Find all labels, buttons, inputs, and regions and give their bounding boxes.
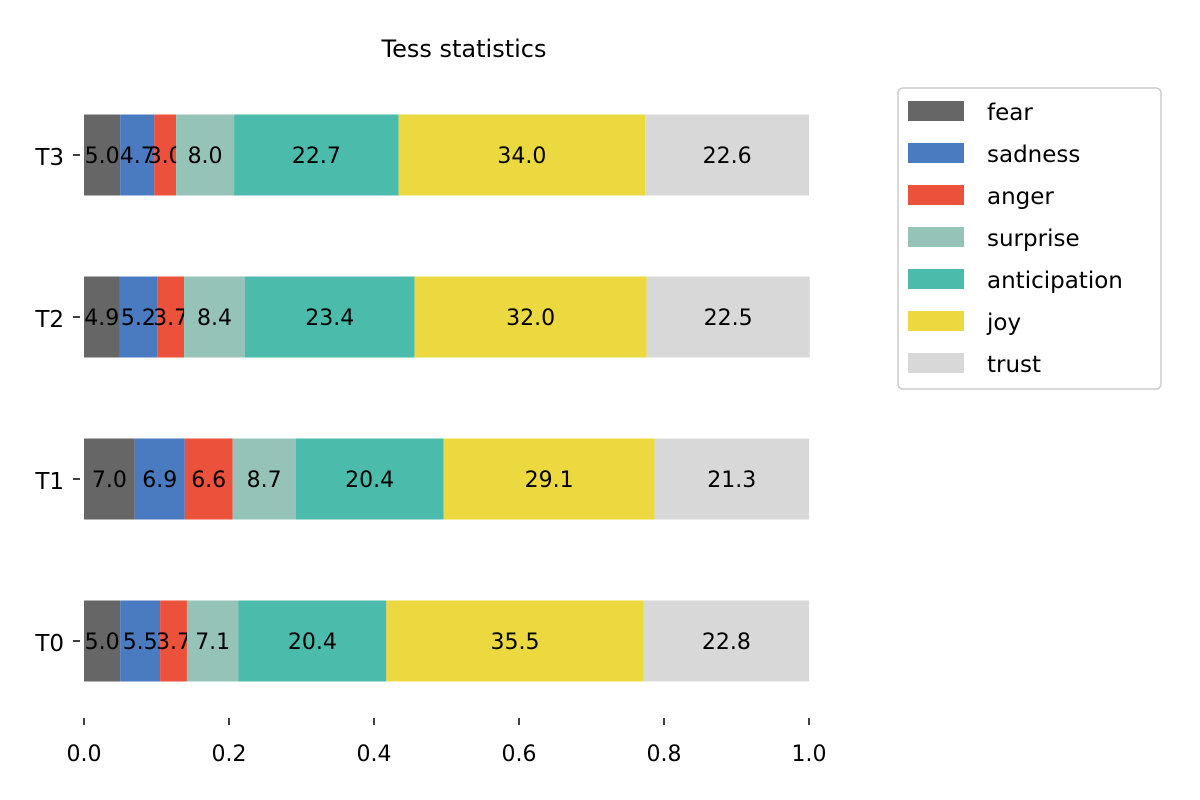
bar-T2-fear: [84, 276, 120, 358]
bar-T0-anger: [160, 600, 187, 682]
bar-label: 22.7: [292, 144, 341, 169]
legend-label-fear: fear: [987, 100, 1033, 126]
bar-T2-trust: [646, 276, 810, 358]
legend-label-joy: joy: [986, 310, 1021, 336]
y-tick-label: T2: [34, 307, 64, 333]
x-tick-label: 0.0: [67, 742, 102, 767]
bar-label: 35.5: [491, 630, 540, 655]
bar-label: 5.0: [85, 630, 120, 655]
bar-label: 7.0: [92, 468, 127, 493]
bar-label: 21.3: [707, 468, 756, 493]
bar-label: 7.1: [195, 630, 230, 655]
bar-T0-fear: [84, 600, 121, 682]
bar-label: 3.7: [153, 306, 188, 331]
bar-T0-surprise: [186, 600, 239, 682]
bar-T2-sadness: [119, 276, 158, 358]
bar-T3-anger: [154, 114, 177, 196]
bar-T1-surprise: [232, 438, 296, 520]
bar-T3-trust: [645, 114, 809, 196]
bar-label: 34.0: [497, 144, 546, 169]
legend-swatch-anticipation: [908, 269, 964, 289]
legend-swatch-trust: [908, 353, 964, 373]
legend-label-trust: trust: [987, 352, 1041, 378]
bar-T3-surprise: [176, 114, 235, 196]
bar-label: 3.7: [156, 630, 191, 655]
x-tick-label: 0.8: [647, 742, 682, 767]
x-axis: 0.0 0.2 0.4 0.6 0.8 1.0: [67, 718, 827, 767]
bar-label: 20.4: [288, 630, 337, 655]
bar-T0-anticipation: [238, 600, 387, 682]
bar-T1-anticipation: [295, 438, 444, 520]
x-tick-label: 0.6: [502, 742, 537, 767]
bar-T1-trust: [654, 438, 809, 520]
y-tick-label: T1: [34, 469, 64, 495]
bar-T1-sadness: [134, 438, 185, 520]
bar-label: 32.0: [506, 306, 555, 331]
bar-label: 8.0: [188, 144, 223, 169]
y-tick-label: T3: [34, 145, 64, 171]
bar-label: 8.4: [197, 306, 232, 331]
bar-label: 5.5: [123, 630, 158, 655]
bar-T2-anger: [157, 276, 185, 358]
bar-T0-trust: [643, 600, 809, 682]
bar-T0-joy: [386, 600, 644, 682]
bar-label: 8.7: [247, 468, 282, 493]
legend-swatch-anger: [908, 185, 964, 205]
bar-T2-joy: [414, 276, 647, 358]
chart-title: Tess statistics: [381, 35, 547, 63]
legend-label-sadness: sadness: [987, 142, 1080, 168]
legend-label-surprise: surprise: [987, 226, 1080, 252]
x-tick-label: 0.4: [357, 742, 392, 767]
bar-label: 4.7: [120, 144, 155, 169]
bar-T1-joy: [443, 438, 655, 520]
bar-label: 22.6: [703, 144, 752, 169]
bar-T3-fear: [84, 114, 121, 196]
legend-swatch-fear: [908, 101, 964, 121]
bar-label: 22.8: [702, 630, 751, 655]
y-tick-label: T0: [34, 631, 64, 657]
bar-label: 20.4: [345, 468, 394, 493]
bar-label: 6.9: [142, 468, 177, 493]
legend: fear sadness anger surprise anticipation joy t…: [897, 87, 1162, 390]
bar-T3-joy: [398, 114, 646, 196]
legend-label-anger: anger: [987, 184, 1054, 210]
bar-area: 5.0 5.53.7 7.1 20.4 35.5 22.87.0 6.9 6.6 8.7 20.4…: [84, 114, 810, 682]
bar-label: 5.2: [121, 306, 156, 331]
bar-T3-anticipation: [234, 114, 399, 196]
bar-label: 29.1: [525, 468, 574, 493]
bar-T2-anticipation: [244, 276, 415, 358]
legend-swatch-surprise: [908, 227, 964, 247]
y-axis: T0 T1 T2 T3: [34, 145, 80, 657]
x-tick-label: 0.2: [212, 742, 247, 767]
bar-T0-sadness: [120, 600, 161, 682]
legend-swatch-joy: [908, 311, 964, 331]
bar-T1-anger: [184, 438, 233, 520]
bar-label: 22.5: [704, 306, 753, 331]
bar-label: 4.9: [84, 306, 119, 331]
bar-label: 5.0: [85, 144, 120, 169]
bar-label: 23.4: [305, 306, 354, 331]
bar-T3-sadness: [120, 114, 155, 196]
bar-T1-fear: [84, 438, 135, 520]
legend-label-anticipation: anticipation: [987, 268, 1123, 294]
bar-T2-surprise: [184, 276, 245, 358]
legend-swatch-sadness: [908, 143, 964, 163]
bar-label: 6.6: [191, 468, 226, 493]
x-tick-label: 1.0: [792, 742, 827, 767]
